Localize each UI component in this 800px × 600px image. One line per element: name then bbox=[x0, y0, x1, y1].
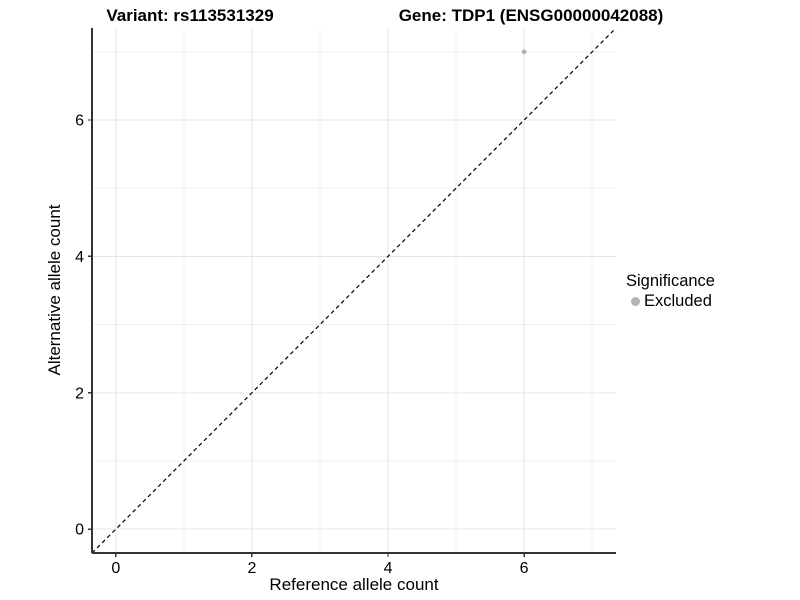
svg-text:0: 0 bbox=[75, 522, 84, 539]
svg-text:4: 4 bbox=[384, 560, 393, 577]
variant-title: Variant: rs113531329 bbox=[106, 6, 274, 25]
gene-title: Gene: TDP1 (ENSG00000042088) bbox=[398, 6, 664, 25]
svg-text:6: 6 bbox=[75, 113, 84, 130]
svg-text:2: 2 bbox=[247, 560, 256, 577]
y-axis-title: Alternative allele count bbox=[45, 204, 64, 376]
svg-text:2: 2 bbox=[75, 385, 84, 402]
svg-text:4: 4 bbox=[75, 249, 84, 266]
excluded-circle-icon bbox=[631, 297, 640, 306]
legend-title: Significance bbox=[626, 272, 715, 290]
svg-text:6: 6 bbox=[520, 560, 529, 577]
legend-item-label: Excluded bbox=[644, 292, 712, 310]
x-axis-title: Reference allele count bbox=[269, 575, 439, 594]
legend-item-excluded: Excluded bbox=[631, 292, 715, 311]
legend: Significance Excluded bbox=[626, 272, 715, 311]
svg-text:0: 0 bbox=[111, 560, 120, 577]
